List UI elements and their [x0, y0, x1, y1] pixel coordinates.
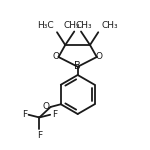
- Text: H₃C: H₃C: [37, 21, 54, 30]
- Text: O: O: [96, 52, 103, 61]
- Text: F: F: [37, 131, 42, 140]
- Text: O: O: [42, 102, 49, 111]
- Text: O: O: [52, 52, 59, 61]
- Text: B: B: [74, 61, 81, 71]
- Text: F: F: [52, 110, 57, 119]
- Text: CH₃: CH₃: [101, 21, 118, 30]
- Text: CH₃: CH₃: [75, 21, 92, 30]
- Text: F: F: [22, 110, 27, 119]
- Text: CH₃: CH₃: [64, 21, 80, 30]
